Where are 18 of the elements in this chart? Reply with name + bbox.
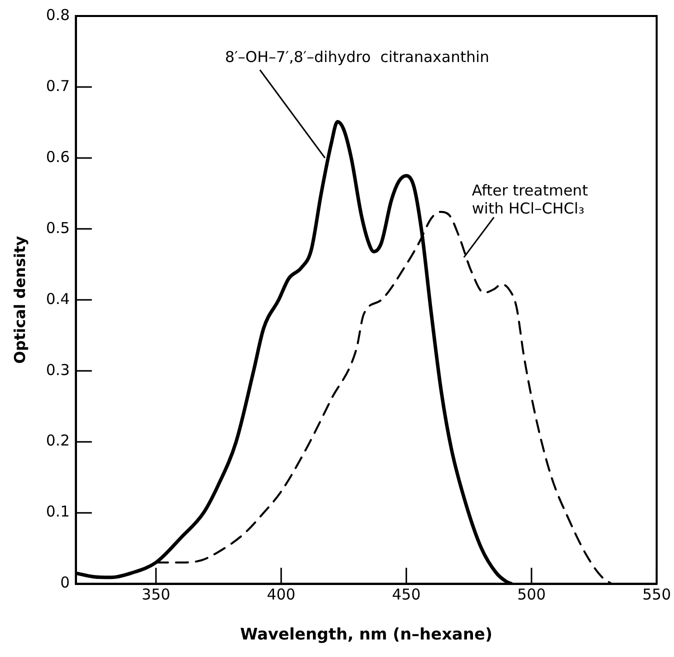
y-tick-label: 0.5	[46, 218, 70, 237]
annotation: After treatment with HCl–CHCl₃	[472, 181, 588, 218]
x-axis-title: Wavelength, nm (n–hexane)	[240, 624, 492, 644]
x-tick-label: 400	[266, 586, 296, 604]
y-tick-label: 0.1	[46, 502, 70, 521]
y-tick-label: 0.4	[46, 290, 70, 308]
x-tick-label: 500	[517, 586, 546, 604]
y-tick-label: 0.3	[46, 360, 70, 379]
y-tick-label: 0.8	[46, 6, 70, 24]
x-tick-label: 550	[642, 586, 672, 604]
y-tick-label: 0.2	[46, 432, 70, 450]
y-tick-label: 0.6	[46, 148, 70, 166]
y-tick-label: 0.7	[46, 76, 70, 95]
y-axis-title: Optical density	[10, 236, 29, 364]
x-tick-label: 350	[142, 586, 170, 604]
annotation: 8′–OH–7′,8′–dihydro citranaxanthin	[224, 48, 490, 66]
y-tick-label: 0	[60, 574, 70, 592]
x-tick-label: 450	[392, 586, 421, 604]
